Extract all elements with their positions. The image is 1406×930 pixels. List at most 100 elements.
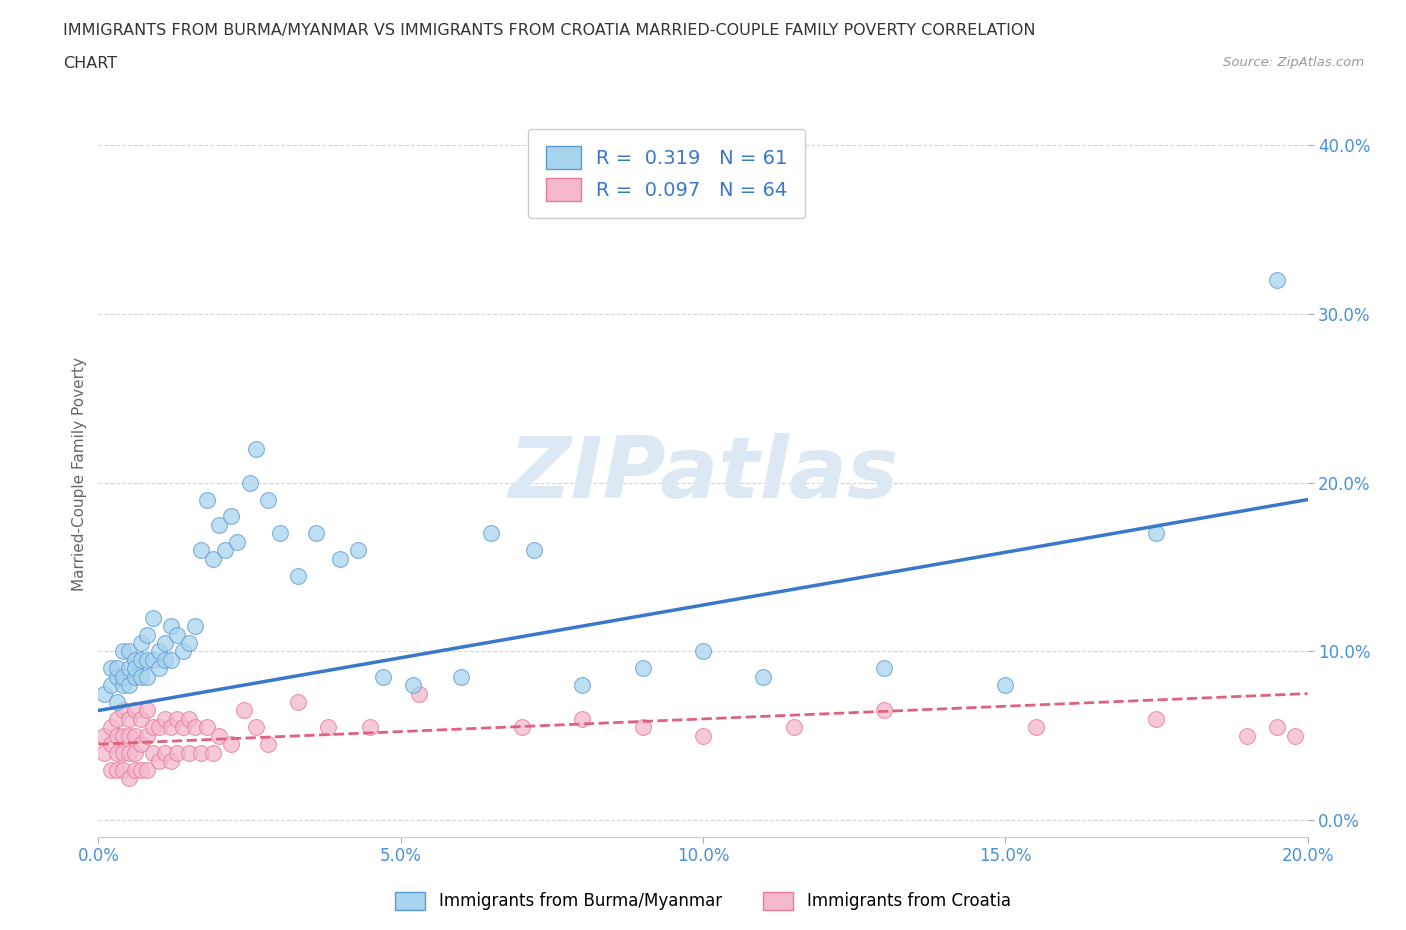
Point bbox=[202, 551, 225, 566]
Point bbox=[481, 525, 503, 540]
Point bbox=[93, 686, 115, 701]
Point bbox=[172, 644, 194, 658]
Point bbox=[135, 728, 157, 743]
Text: Source: ZipAtlas.com: Source: ZipAtlas.com bbox=[1223, 56, 1364, 69]
Point bbox=[129, 635, 152, 650]
Text: ZIPatlas: ZIPatlas bbox=[508, 432, 898, 516]
Point bbox=[202, 745, 225, 760]
Point bbox=[208, 728, 231, 743]
Point bbox=[118, 678, 141, 693]
Point bbox=[153, 711, 176, 726]
Point bbox=[118, 711, 141, 726]
Point bbox=[124, 661, 146, 676]
Point bbox=[148, 720, 170, 735]
Point bbox=[195, 720, 218, 735]
Point bbox=[118, 661, 141, 676]
Point bbox=[129, 711, 152, 726]
Point bbox=[523, 543, 546, 558]
Point bbox=[631, 661, 654, 676]
Point bbox=[783, 720, 806, 735]
Point bbox=[873, 661, 896, 676]
Point bbox=[100, 661, 122, 676]
Point bbox=[172, 720, 194, 735]
Point bbox=[153, 745, 176, 760]
Point bbox=[160, 720, 183, 735]
Point bbox=[287, 568, 309, 583]
Point bbox=[221, 509, 243, 524]
Point bbox=[111, 762, 134, 777]
Point bbox=[124, 653, 146, 668]
Point bbox=[160, 653, 183, 668]
Point bbox=[124, 762, 146, 777]
Point bbox=[93, 745, 115, 760]
Point bbox=[179, 711, 201, 726]
Point bbox=[752, 670, 775, 684]
Point bbox=[153, 653, 176, 668]
Point bbox=[166, 627, 188, 642]
Point bbox=[148, 644, 170, 658]
Point bbox=[256, 492, 278, 507]
Point bbox=[100, 737, 122, 751]
Point bbox=[100, 678, 122, 693]
Point bbox=[153, 635, 176, 650]
Point bbox=[142, 720, 165, 735]
Point bbox=[124, 703, 146, 718]
Point bbox=[190, 745, 212, 760]
Point bbox=[316, 720, 339, 735]
Point bbox=[129, 670, 152, 684]
Point bbox=[214, 543, 236, 558]
Point bbox=[93, 728, 115, 743]
Point bbox=[408, 686, 430, 701]
Point bbox=[347, 543, 370, 558]
Point bbox=[571, 678, 593, 693]
Point bbox=[105, 745, 128, 760]
Point bbox=[160, 753, 183, 768]
Point bbox=[873, 703, 896, 718]
Point bbox=[402, 678, 425, 693]
Point bbox=[1144, 525, 1167, 540]
Legend: R =  0.319   N = 61, R =  0.097   N = 64: R = 0.319 N = 61, R = 0.097 N = 64 bbox=[529, 128, 806, 219]
Text: CHART: CHART bbox=[63, 56, 117, 71]
Point bbox=[148, 753, 170, 768]
Point bbox=[105, 661, 128, 676]
Point bbox=[450, 670, 472, 684]
Point bbox=[111, 745, 134, 760]
Point bbox=[111, 678, 134, 693]
Point bbox=[510, 720, 533, 735]
Point bbox=[160, 618, 183, 633]
Point bbox=[1267, 720, 1289, 735]
Point bbox=[994, 678, 1017, 693]
Point bbox=[184, 618, 207, 633]
Point bbox=[135, 703, 157, 718]
Point bbox=[371, 670, 394, 684]
Point bbox=[166, 745, 188, 760]
Point bbox=[1284, 728, 1306, 743]
Point bbox=[256, 737, 278, 751]
Point bbox=[287, 695, 309, 710]
Point bbox=[118, 728, 141, 743]
Point bbox=[142, 653, 165, 668]
Point bbox=[105, 711, 128, 726]
Point bbox=[135, 627, 157, 642]
Point bbox=[1236, 728, 1258, 743]
Point bbox=[118, 771, 141, 786]
Point bbox=[105, 695, 128, 710]
Point bbox=[105, 762, 128, 777]
Point bbox=[111, 644, 134, 658]
Point bbox=[118, 644, 141, 658]
Point bbox=[1024, 720, 1046, 735]
Text: IMMIGRANTS FROM BURMA/MYANMAR VS IMMIGRANTS FROM CROATIA MARRIED-COUPLE FAMILY P: IMMIGRANTS FROM BURMA/MYANMAR VS IMMIGRA… bbox=[63, 23, 1036, 38]
Point bbox=[208, 517, 231, 532]
Point bbox=[245, 720, 267, 735]
Point bbox=[105, 728, 128, 743]
Point bbox=[692, 644, 714, 658]
Point bbox=[124, 670, 146, 684]
Point bbox=[111, 728, 134, 743]
Point bbox=[148, 661, 170, 676]
Point bbox=[226, 535, 249, 550]
Point bbox=[571, 711, 593, 726]
Point bbox=[135, 670, 157, 684]
Point bbox=[142, 745, 165, 760]
Point bbox=[360, 720, 382, 735]
Point bbox=[179, 635, 201, 650]
